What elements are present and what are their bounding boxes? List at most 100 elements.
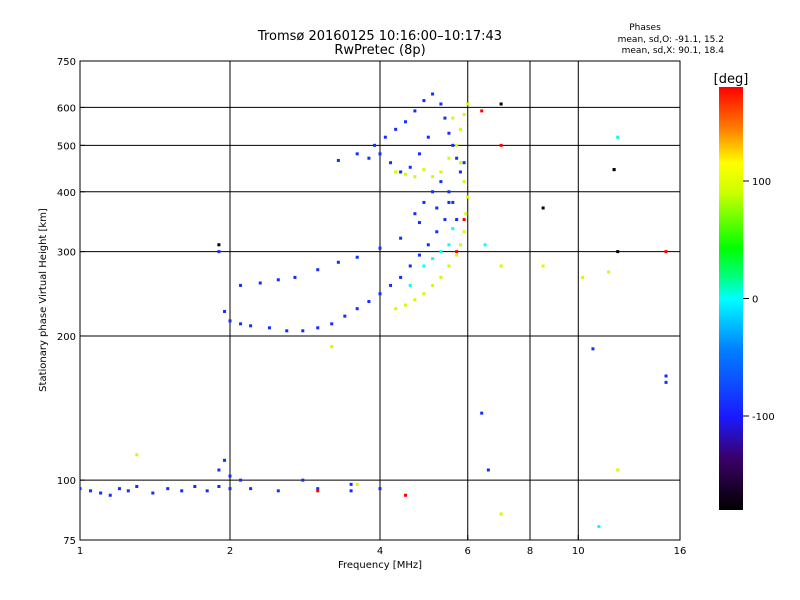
echo-point [99,491,103,495]
colorbar-tick-label: 0 [752,295,758,306]
echo-point [455,253,459,257]
echo-point [417,152,421,156]
echo-point [276,489,280,493]
echo-point [394,127,398,131]
echo-point [612,168,616,172]
echo-point [330,345,334,349]
echo-point [403,172,407,176]
echo-point [408,264,412,268]
y-axis-label: Stationary phase Virtual Height [km] [38,208,49,392]
echo-point [355,255,359,259]
chart-title: Tromsø 20160125 10:16:00–10:17:43 [257,29,502,44]
echo-point [431,190,435,194]
echo-point [439,170,443,174]
colorbar-ticks: 100 0 -100 [743,177,775,423]
echo-point [499,143,503,147]
echo-point [336,158,340,162]
echo-point [458,161,462,165]
echo-point [249,487,253,491]
echo-point [258,281,262,285]
echo-point [426,243,430,247]
echo-point [664,380,668,384]
echo-point [355,482,359,486]
echo-point [301,478,305,482]
echo-point [126,489,130,493]
x-tick-label: 4 [377,546,383,557]
echo-point [447,156,451,160]
echo-point [413,109,417,113]
y-tick-label: 500 [57,141,76,152]
echo-point [462,218,466,222]
x-tick-label: 6 [465,546,471,557]
echo-point [413,212,417,216]
echo-point [108,493,112,497]
echo-point [664,250,668,254]
echo-point [343,314,347,318]
echo-point [426,135,430,139]
echo-point [462,230,466,234]
echo-point [447,264,451,268]
echo-point [316,487,320,491]
echo-point [228,487,232,491]
echo-point [223,309,227,313]
echo-point [223,458,227,462]
echo-point [455,156,459,160]
echo-point [276,278,280,282]
colorbar-tick-label: 100 [752,177,771,188]
chart-subtitle: RwPretec (8p) [334,43,425,58]
echo-point [447,131,451,135]
echo-point [455,218,459,222]
echo-point [135,484,139,488]
grid-lines [80,61,680,540]
echo-point [541,264,545,268]
echo-point [316,489,320,493]
x-tick-label: 10 [572,546,585,557]
echo-point [217,250,221,254]
echo-point [367,300,371,304]
phases-x-stats: mean, sd,X: 90.1, 18.4 [622,46,725,56]
echo-point [462,180,466,184]
y-tick-label: 300 [57,248,76,259]
x-tick-label: 8 [527,546,533,557]
phases-title: Phases [629,23,661,33]
echo-point [439,102,443,106]
echo-point [499,102,503,106]
echo-point [664,374,668,378]
echo-point [394,307,398,311]
echo-point [378,246,382,250]
echo-point [499,264,503,268]
echo-point [403,303,407,307]
echo-point [301,329,305,333]
echo-point [378,487,382,491]
echo-point [349,489,353,493]
echo-point [135,453,139,457]
echo-point [451,143,455,147]
echo-point [447,190,451,194]
echo-point [403,493,407,497]
echo-point [249,324,253,328]
echo-point [443,116,447,120]
phases-o-stats: mean, sd,O: -91.1, 15.2 [618,35,724,45]
echo-point [389,161,393,165]
echo-point [439,180,443,184]
echo-point [458,243,462,247]
echo-point [541,206,545,210]
echo-point [413,298,417,302]
echo-point [499,512,503,516]
echo-point [239,322,243,326]
echo-point [399,236,403,240]
echo-point [399,170,403,174]
y-tick-label: 200 [57,332,76,343]
echo-point [462,161,466,165]
echo-point [316,326,320,330]
echo-point [205,489,209,493]
echo-point [431,283,435,287]
echo-point [439,275,443,279]
echo-point [447,200,451,204]
echo-point [439,250,443,254]
colorbar-tick-label: -100 [752,412,775,423]
echo-point [228,474,232,478]
echo-point [486,468,490,472]
echo-point [455,250,459,254]
